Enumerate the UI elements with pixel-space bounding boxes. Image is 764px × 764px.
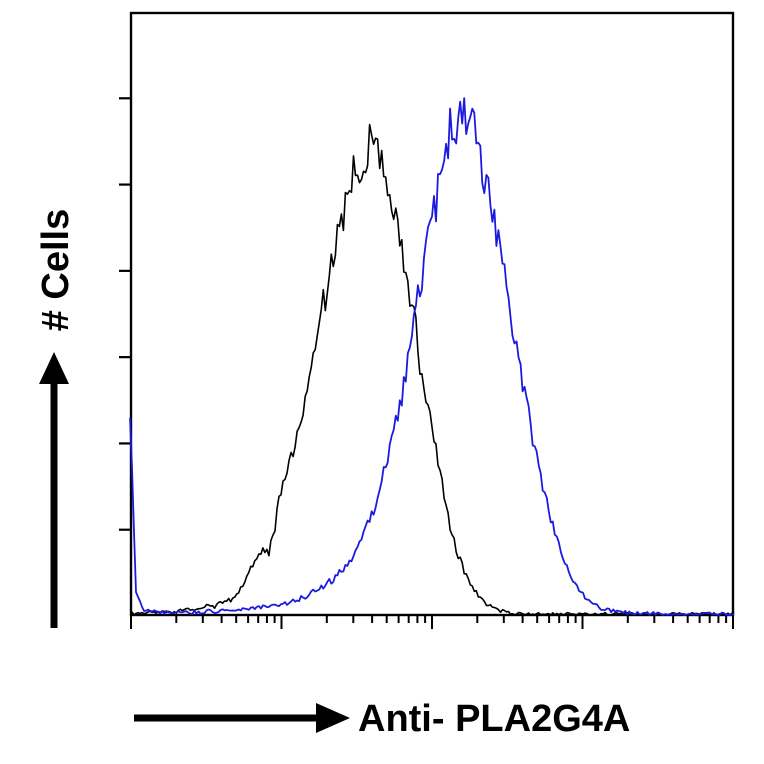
x-axis-arrow-icon bbox=[134, 703, 350, 733]
histogram-plot bbox=[119, 11, 735, 629]
black-curve bbox=[129, 123, 735, 616]
y-axis-arrow-icon bbox=[39, 352, 69, 628]
blue-curve bbox=[129, 97, 735, 616]
x-axis-label: Anti- PLA2G4A bbox=[358, 698, 631, 740]
plot-border bbox=[129, 11, 735, 617]
y-axis-ticks bbox=[119, 97, 130, 531]
y-axis-label: # Cells bbox=[35, 208, 77, 332]
x-axis-ticks bbox=[130, 615, 734, 629]
